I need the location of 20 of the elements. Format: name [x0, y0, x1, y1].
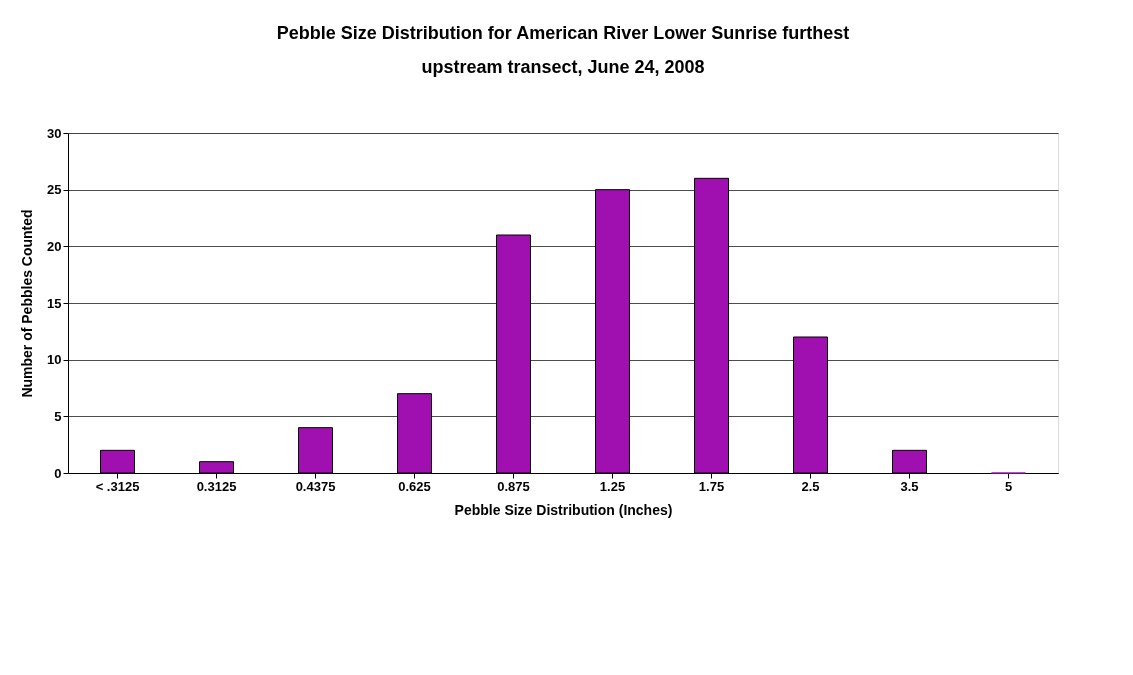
x-tick-label: 0.875 [497, 478, 530, 494]
x-tick-label: < .3125 [95, 478, 140, 494]
y-tick-label: 25 [47, 182, 62, 198]
x-tick-label: 1.75 [698, 478, 725, 494]
x-tick-label: 1.25 [599, 478, 626, 494]
y-axis-title: Number of Pebbles Counted [19, 209, 36, 398]
x-tick-label: 0.4375 [295, 478, 336, 494]
x-tick-label: 0.625 [398, 478, 431, 494]
x-axis-title: Pebble Size Distribution (Inches) [454, 501, 673, 518]
chart-title: Pebble Size Distribution for American River Lower Sunrise furthest upstream transect, June 24, 2008 [276, 23, 850, 77]
x-tick-label: 0.3125 [196, 478, 237, 494]
y-tick-label: 10 [47, 352, 62, 368]
x-tick-label: 5 [1004, 478, 1013, 494]
y-tick-label: 0 [54, 465, 62, 481]
y-tick-label: 30 [47, 125, 62, 141]
x-tick-label: 2.5 [801, 478, 820, 494]
x-tick-label: 3.5 [900, 478, 919, 494]
y-tick-label: 20 [47, 238, 62, 254]
y-tick-label: 5 [54, 408, 62, 424]
y-tick-label: 15 [47, 295, 62, 311]
